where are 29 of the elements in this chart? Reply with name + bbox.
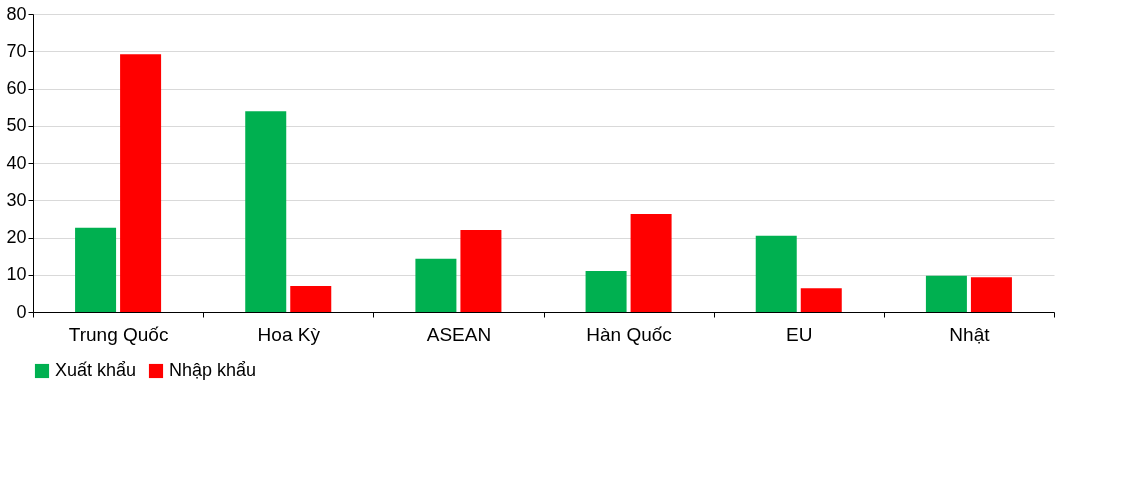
y-tick-label: 60 <box>6 78 27 98</box>
legend-label: Xuất khẩu <box>55 360 137 380</box>
x-tick-label: Hàn Quốc <box>586 323 672 345</box>
legend-label: Nhập khẩu <box>169 360 257 380</box>
x-tick-label: ASEAN <box>426 323 492 345</box>
y-tick-label: 30 <box>6 189 27 210</box>
bar <box>800 288 842 312</box>
bar <box>75 227 117 312</box>
bar <box>120 54 162 312</box>
bar <box>290 285 332 312</box>
x-tick-label: Nhật <box>949 323 991 345</box>
bar <box>755 235 797 312</box>
bar <box>585 271 627 312</box>
y-tick-label: 80 <box>6 3 27 24</box>
bar <box>925 275 967 312</box>
y-tick-label: 0 <box>16 301 27 322</box>
bar <box>460 230 502 312</box>
y-tick-label: 20 <box>6 227 27 247</box>
y-tick-label: 10 <box>6 264 27 285</box>
x-tick-label: Trung Quốc <box>68 323 169 345</box>
x-tick-label: EU <box>786 323 813 345</box>
y-tick-label: 40 <box>6 152 27 173</box>
y-tick-label: 70 <box>6 40 27 61</box>
x-tick-label: Hoa Kỳ <box>257 323 321 345</box>
bar <box>415 258 457 312</box>
y-tick-label: 50 <box>6 115 27 136</box>
bar <box>630 214 672 312</box>
bar <box>245 111 287 312</box>
bar <box>970 277 1012 312</box>
